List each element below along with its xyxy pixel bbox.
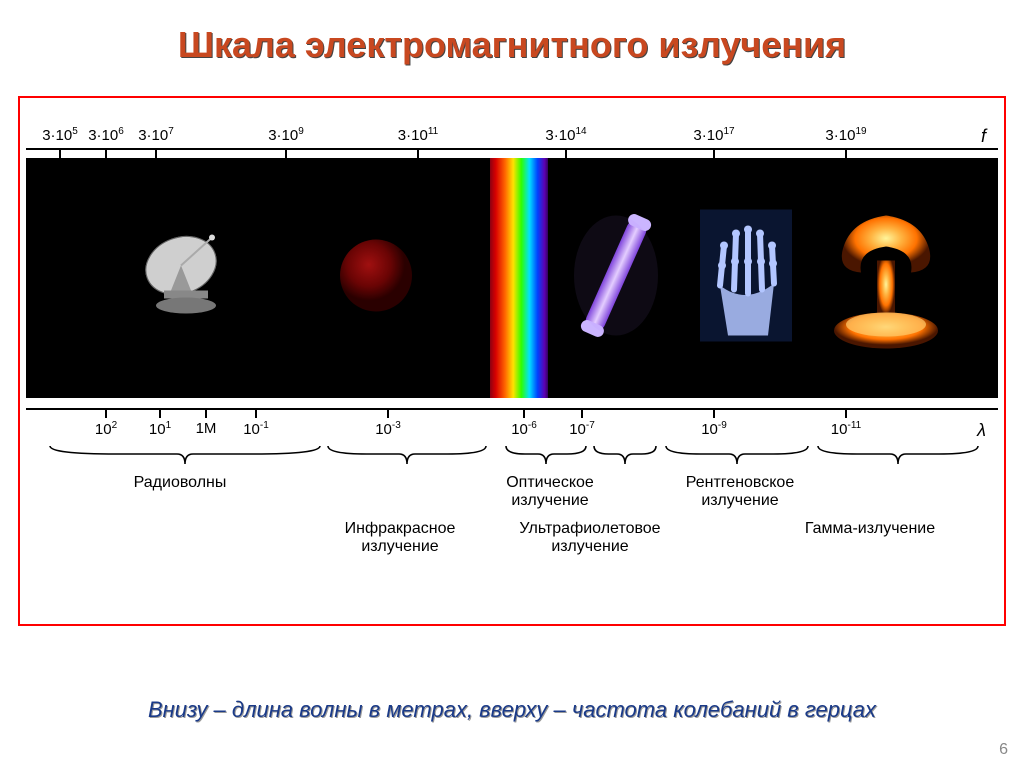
freq-tick-label: 3·107 [138, 126, 174, 144]
wave-tick-label: 10-11 [831, 420, 861, 438]
freq-tick-label: 3·106 [88, 126, 124, 144]
wave-tick-label: 10-7 [569, 420, 595, 438]
wave-tick-mark [581, 408, 583, 418]
region-label: Ультрафиолетовоеизлучение [519, 520, 660, 556]
wave-tick-mark [523, 408, 525, 418]
freq-tick-label: 3·109 [268, 126, 304, 144]
page-number: 6 [999, 741, 1008, 759]
wave-tick-label: 10-3 [375, 420, 401, 438]
wave-tick-mark [205, 408, 207, 418]
wave-tick-mark [159, 408, 161, 418]
freq-tick-label: 3·1011 [398, 126, 438, 144]
freq-tick-label: 3·1017 [693, 126, 734, 144]
wave-tick-label: 10-6 [511, 420, 537, 438]
region-label: Радиоволны [134, 474, 227, 492]
region-brace [664, 444, 810, 466]
wave-tick-label: 10-9 [701, 420, 727, 438]
wave-tick-mark [845, 408, 847, 418]
freq-tick-mark [417, 148, 419, 158]
freq-tick-mark [565, 148, 567, 158]
frequency-scale: f 3·105 3·106 3·107 3·109 3·1011 3·1014 3·1017… [26, 124, 998, 154]
wavelength-scale: λ 102 101 1М 10-1 10-3 10-6 10-7 10-9 10-11 [26, 408, 998, 438]
wave-tick-label: 102 [95, 420, 117, 438]
wave-tick-mark [713, 408, 715, 418]
freq-tick-mark [845, 148, 847, 158]
region-label: Оптическоеизлучение [506, 474, 594, 510]
freq-axis-line [26, 148, 998, 150]
visible-spectrum-stripe [490, 158, 548, 398]
spectrum-band [26, 158, 998, 398]
dish-icon [126, 216, 246, 341]
wave-axis-line [26, 408, 998, 410]
freq-tick-label: 3·105 [42, 126, 78, 144]
region-brace [326, 444, 488, 466]
wave-tick-mark [105, 408, 107, 418]
freq-axis-symbol: f [981, 126, 986, 147]
spectrum-diagram: f 3·105 3·106 3·107 3·109 3·1011 3·1014 3·1017… [18, 96, 1006, 626]
wave-tick-label: 10-1 [243, 420, 269, 438]
region-label: Гамма-излучение [805, 520, 935, 538]
region-brace [592, 444, 658, 466]
wave-tick-mark [255, 408, 257, 418]
ir-sphere-icon [331, 231, 421, 326]
wave-tick-label: 1М [196, 420, 217, 437]
freq-tick-label: 3·1019 [825, 126, 866, 144]
freq-tick-label: 3·1014 [545, 126, 586, 144]
xray-hand-icon [696, 206, 796, 351]
region-brace [816, 444, 980, 466]
footer-caption: Внизу – длина волны в метрах, вверху – ч… [0, 697, 1024, 723]
page-title: Шкала электромагнитного излучения [0, 0, 1024, 66]
wave-tick-mark [387, 408, 389, 418]
region-brace [504, 444, 588, 466]
freq-tick-mark [59, 148, 61, 158]
freq-tick-mark [713, 148, 715, 158]
freq-tick-mark [285, 148, 287, 158]
wave-tick-label: 101 [149, 420, 171, 438]
freq-tick-mark [155, 148, 157, 158]
freq-tick-mark [105, 148, 107, 158]
region-brace [48, 444, 322, 466]
region-label: Рентгеновскоеизлучение [686, 474, 794, 510]
uv-tube-icon [566, 206, 666, 351]
explosion-icon [821, 201, 951, 356]
region-label: Инфракрасноеизлучение [345, 520, 456, 556]
wave-axis-symbol: λ [977, 420, 986, 441]
